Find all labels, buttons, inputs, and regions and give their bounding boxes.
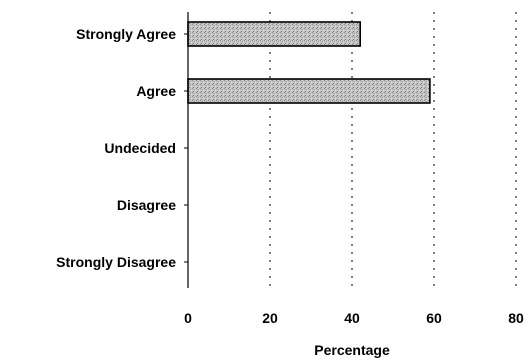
x-tick-label: 40 <box>344 310 360 326</box>
category-label: Undecided <box>104 140 176 156</box>
category-label: Strongly Agree <box>76 26 176 42</box>
x-tick-label: 20 <box>262 310 278 326</box>
category-label: Strongly Disagree <box>56 254 176 270</box>
category-labels: Strongly Agree Agree Undecided Disagree Stro… <box>56 26 176 270</box>
x-tick-label: 60 <box>426 310 442 326</box>
axes <box>184 12 189 288</box>
x-tick-label: 0 <box>184 310 192 326</box>
bar-strongly-agree <box>187 21 361 47</box>
bars <box>187 21 431 104</box>
bar-agree <box>187 78 431 104</box>
x-axis-title: Percentage <box>314 342 390 358</box>
category-label: Disagree <box>117 197 176 213</box>
x-tick-label: 80 <box>508 310 524 326</box>
grid-lines <box>269 12 517 288</box>
tick-labels: 0 20 40 60 80 <box>184 310 524 326</box>
category-label: Agree <box>136 83 176 99</box>
